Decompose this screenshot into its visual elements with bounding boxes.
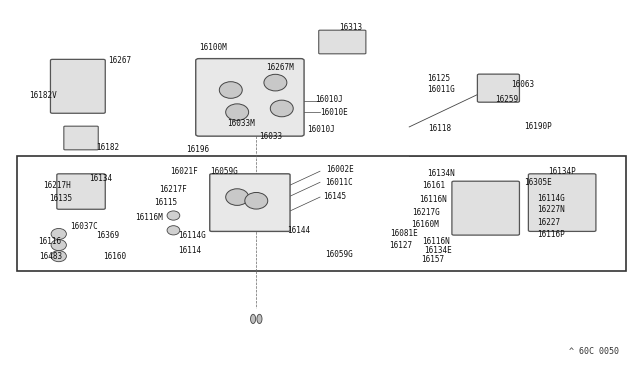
Text: 16116P: 16116P (537, 230, 564, 239)
FancyBboxPatch shape (57, 174, 105, 209)
Text: 16227: 16227 (537, 218, 560, 227)
FancyBboxPatch shape (319, 30, 366, 54)
Ellipse shape (226, 104, 248, 121)
Text: 16010J: 16010J (316, 95, 343, 104)
Text: 16161: 16161 (422, 182, 445, 190)
Ellipse shape (250, 314, 255, 324)
Text: 16127: 16127 (389, 241, 412, 250)
Text: 16116N: 16116N (422, 237, 450, 246)
Ellipse shape (257, 314, 262, 324)
Text: 16483: 16483 (40, 251, 63, 261)
Text: 16134N: 16134N (427, 169, 455, 177)
Text: 16182V: 16182V (29, 91, 56, 100)
Text: 16134: 16134 (90, 174, 113, 183)
Text: 16059G: 16059G (325, 250, 353, 259)
Text: 16114G: 16114G (537, 195, 564, 203)
Text: 16021F: 16021F (170, 167, 198, 176)
Text: 16190P: 16190P (524, 122, 552, 131)
FancyBboxPatch shape (210, 174, 290, 231)
Ellipse shape (51, 251, 67, 262)
Bar (17, 157, 626, 271)
Text: 16144: 16144 (287, 226, 310, 235)
Text: ^ 60C 0050: ^ 60C 0050 (570, 347, 620, 356)
Text: 16134E: 16134E (424, 246, 452, 255)
Text: 16011C: 16011C (325, 178, 353, 187)
Text: 16100M: 16100M (199, 43, 227, 52)
Ellipse shape (167, 211, 180, 220)
Ellipse shape (51, 228, 67, 240)
Text: 16011G: 16011G (427, 85, 455, 94)
Ellipse shape (270, 100, 293, 117)
Text: 16010E: 16010E (320, 108, 348, 117)
Text: 16114G: 16114G (179, 231, 206, 240)
FancyBboxPatch shape (452, 181, 520, 235)
Text: 16217F: 16217F (159, 185, 187, 194)
Ellipse shape (167, 226, 180, 235)
FancyBboxPatch shape (51, 60, 105, 113)
Text: 16081E: 16081E (390, 230, 418, 238)
Text: 16116: 16116 (38, 237, 61, 246)
Text: 16145: 16145 (323, 192, 346, 201)
Text: 16157: 16157 (420, 255, 444, 264)
Text: 16217G: 16217G (412, 208, 440, 217)
Ellipse shape (245, 192, 268, 209)
Ellipse shape (220, 82, 243, 98)
Ellipse shape (226, 189, 248, 205)
Text: 16135: 16135 (49, 195, 72, 203)
Text: 16033M: 16033M (228, 119, 255, 128)
Text: 16059G: 16059G (211, 167, 238, 176)
Text: 16160: 16160 (103, 251, 127, 261)
Text: 16116N: 16116N (419, 195, 447, 204)
Text: 16118: 16118 (428, 124, 451, 133)
Text: 16182: 16182 (96, 143, 119, 152)
Text: 16259: 16259 (495, 95, 518, 104)
Ellipse shape (264, 74, 287, 91)
Text: 16010J: 16010J (307, 125, 335, 134)
FancyBboxPatch shape (196, 59, 304, 136)
Text: 16227N: 16227N (537, 205, 564, 215)
Text: 16037C: 16037C (70, 222, 98, 231)
Text: 16125: 16125 (427, 74, 450, 83)
Text: 16196: 16196 (186, 145, 209, 154)
Text: 16267: 16267 (108, 56, 132, 65)
FancyBboxPatch shape (529, 174, 596, 231)
Text: 16114: 16114 (179, 246, 202, 255)
Text: 16217H: 16217H (43, 182, 70, 190)
Text: 16115: 16115 (154, 198, 177, 207)
Text: 16267M: 16267M (266, 63, 294, 72)
Text: 16063: 16063 (511, 80, 534, 89)
Text: 16369: 16369 (96, 231, 119, 240)
Text: 16305E: 16305E (524, 178, 552, 187)
Text: 16002E: 16002E (326, 165, 354, 174)
Ellipse shape (51, 240, 67, 251)
Text: 16033: 16033 (259, 132, 283, 141)
Text: 16313: 16313 (339, 23, 362, 32)
FancyBboxPatch shape (64, 126, 99, 150)
Text: 16134P: 16134P (548, 167, 576, 176)
Text: 16116M: 16116M (135, 213, 163, 222)
FancyBboxPatch shape (477, 74, 520, 102)
Text: 16160M: 16160M (411, 220, 439, 229)
